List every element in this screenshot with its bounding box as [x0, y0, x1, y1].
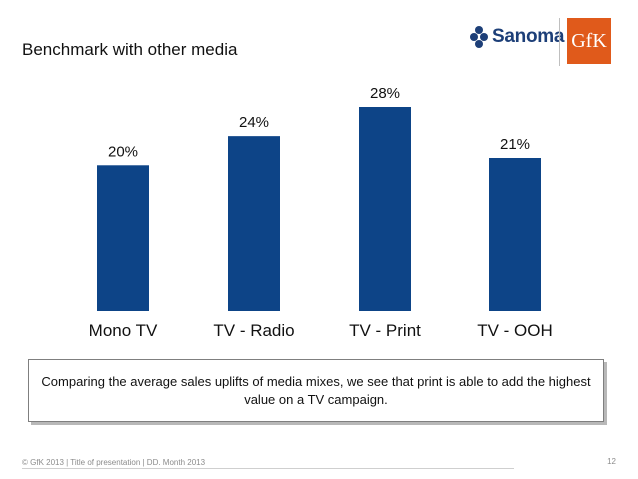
bar-tv-ooh [489, 158, 541, 311]
gfk-logo: GfK [567, 18, 611, 64]
data-label: 28% [370, 85, 400, 102]
bar-chart: 20% Mono TV 24% TV - Radio 28% TV - Print 21% T… [89, 85, 553, 340]
sanoma-mark-icon [470, 26, 488, 48]
footer-divider [22, 468, 514, 469]
sanoma-logo-text: Sanoma [492, 26, 565, 47]
page-title: Benchmark with other media [22, 40, 238, 59]
insight-callout: Comparing the average sales uplifts of m… [28, 359, 604, 422]
bar-tv-print [359, 107, 411, 311]
sanoma-logo: Sanoma [470, 26, 564, 48]
category-label: TV - OOH [477, 321, 553, 340]
bar-tv-radio [228, 136, 280, 311]
category-label: TV - Print [349, 321, 421, 340]
bar-mono-tv [97, 165, 149, 311]
logo-divider [559, 18, 560, 66]
data-label: 24% [239, 114, 269, 131]
category-label: TV - Radio [213, 321, 294, 340]
page-number: 12 [607, 457, 616, 466]
data-label: 20% [108, 143, 138, 160]
data-label: 21% [500, 136, 530, 153]
footer-text: © GfK 2013 | Title of presentation | DD.… [22, 458, 206, 467]
category-label: Mono TV [89, 321, 158, 340]
